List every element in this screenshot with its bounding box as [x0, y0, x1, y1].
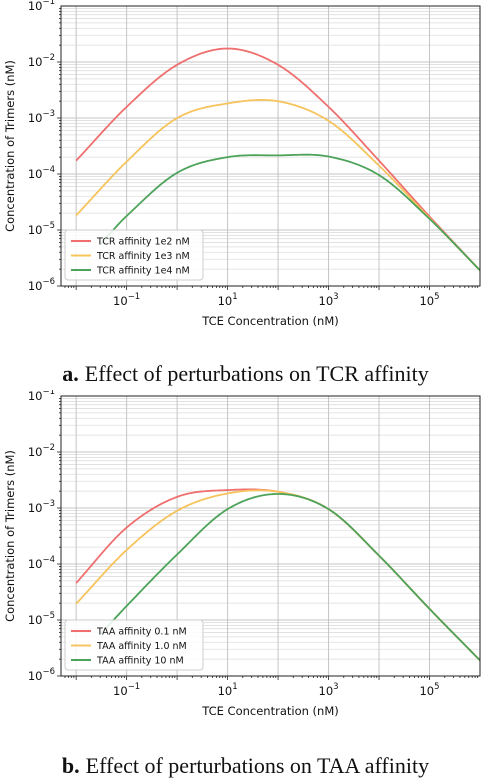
series-line-2 — [75, 99, 480, 272]
caption-a: a. Effect of perturbations on TCR affinit… — [0, 361, 491, 387]
y-tick-label: 10−1 — [28, 0, 55, 13]
y-tick-exponent: −3 — [42, 109, 55, 119]
x-tick-label: 10−1 — [113, 292, 140, 308]
chart-taa-affinity: 10−6 10−5 10−4 10−3 10−2 10−1 10−1 101 103 105 TCE… — [3, 390, 481, 718]
series-line-3 — [99, 153, 480, 272]
x-tick-label: 101 — [218, 682, 238, 698]
legend-label-2: TCR affinity 1e3 nM — [96, 251, 190, 262]
y-tick-exponent: −4 — [42, 555, 55, 565]
series-group — [75, 488, 480, 662]
legend-label-2: TAA affinity 1.0 nM — [96, 641, 187, 652]
chart-tcr-affinity: 10−6 10−5 10−4 10−3 10−2 10−1 10−1 101 103 105 TCE… — [3, 0, 481, 328]
y-tick-exponent: −1 — [42, 390, 55, 397]
y-tick-label: 10−6 — [28, 667, 55, 683]
y-tick-label: 10−4 — [28, 165, 55, 181]
y-tick-label: 10−2 — [28, 443, 55, 459]
y-tick-exponent: −5 — [42, 611, 55, 621]
y-tick-label: 10−3 — [28, 499, 55, 515]
y-axis-title: Concentration of Trimers (nM) — [3, 60, 17, 232]
y-axis-title: Concentration of Trimers (nM) — [3, 450, 17, 622]
x-tick-exponent: 1 — [232, 682, 237, 692]
y-tick-label: 10−6 — [28, 277, 55, 293]
x-tick-label: 105 — [419, 682, 439, 698]
tick-marks — [57, 398, 479, 680]
legend-label-1: TCR affinity 1e2 nM — [96, 237, 190, 248]
caption-a-label: a. — [62, 361, 79, 386]
x-tick-exponent: −1 — [128, 292, 141, 302]
caption-b-text: Effect of perturbations on TAA affinity — [85, 753, 430, 778]
y-tick-exponent: −2 — [42, 53, 55, 63]
x-tick-label: 101 — [218, 292, 238, 308]
y-tick-exponent: −2 — [42, 443, 55, 453]
y-tick-exponent: −3 — [42, 499, 55, 509]
y-tick-label: 10−5 — [28, 611, 55, 627]
x-tick-label: 103 — [319, 682, 339, 698]
x-tick-label: 105 — [419, 292, 439, 308]
caption-a-text: Effect of perturbations on TCR affinity — [84, 361, 429, 386]
y-tick-exponent: −6 — [42, 667, 55, 677]
y-tick-label: 10−4 — [28, 555, 55, 571]
x-tick-exponent: 5 — [434, 292, 439, 302]
series-group — [75, 47, 480, 272]
x-tick-label: 103 — [319, 292, 339, 308]
x-tick-exponent: −1 — [128, 682, 141, 692]
caption-b: b. Effect of perturbations on TAA affinit… — [0, 753, 491, 779]
y-tick-exponent: −1 — [42, 0, 55, 7]
x-tick-exponent: 5 — [434, 682, 439, 692]
x-axis-title: TCE Concentration (nM) — [201, 314, 339, 328]
legend-box — [64, 619, 204, 671]
y-tick-label: 10−3 — [28, 109, 55, 125]
x-tick-exponent: 1 — [232, 292, 237, 302]
y-tick-label: 10−5 — [28, 221, 55, 237]
legend-label-3: TAA affinity 10 nM — [96, 656, 184, 667]
y-tick-exponent: −5 — [42, 221, 55, 231]
x-axis-title: TCE Concentration (nM) — [201, 704, 339, 718]
legend: TCR affinity 1e2 nM TCR affinity 1e3 nM TC… — [64, 229, 204, 281]
y-tick-exponent: −6 — [42, 277, 55, 287]
y-tick-label: 10−2 — [28, 53, 55, 69]
x-tick-exponent: 3 — [333, 682, 338, 692]
y-tick-label: 10−1 — [28, 390, 55, 403]
series-line-3 — [99, 493, 480, 662]
x-tick-exponent: 3 — [333, 292, 338, 302]
x-tick-label: 10−1 — [113, 682, 140, 698]
tick-marks — [57, 8, 479, 290]
legend-label-1: TAA affinity 0.1 nM — [96, 627, 187, 638]
caption-b-label: b. — [61, 753, 80, 778]
legend: TAA affinity 0.1 nM TAA affinity 1.0 nM TA… — [64, 619, 204, 671]
y-tick-exponent: −4 — [42, 165, 55, 175]
series-line-1 — [75, 47, 480, 272]
legend-box — [64, 229, 204, 281]
legend-label-3: TCR affinity 1e4 nM — [96, 266, 190, 277]
